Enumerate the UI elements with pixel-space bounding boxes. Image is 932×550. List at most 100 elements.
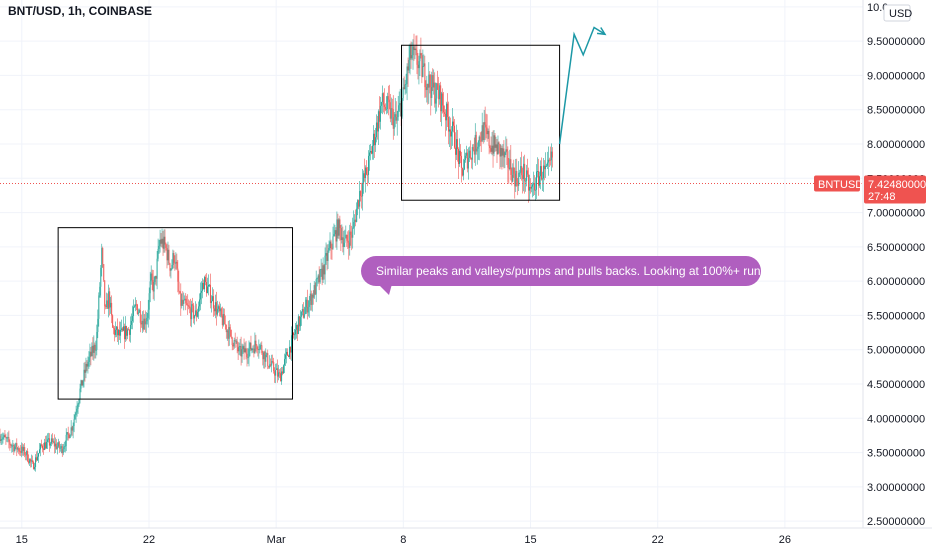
candle-body — [512, 167, 514, 182]
candle-body — [326, 253, 328, 261]
candle-body — [54, 443, 56, 447]
candle-body — [235, 340, 237, 342]
price-tag-symbol: BNTUSD — [818, 179, 863, 191]
time-axis[interactable]: 15 22 Mar 8 15 22 26 — [16, 534, 791, 546]
candle-body — [177, 268, 179, 282]
candle-body — [365, 167, 367, 178]
candle-body — [536, 171, 538, 190]
candle-body — [241, 349, 243, 357]
range-box-2[interactable] — [401, 44, 561, 201]
candle-body — [35, 457, 37, 467]
candle-body — [396, 117, 398, 121]
candle-body — [320, 268, 322, 270]
candle-body — [244, 348, 246, 353]
price-tick-label: 10.0 — [867, 2, 888, 14]
candle-body — [449, 129, 451, 132]
candle-body — [100, 267, 102, 287]
candle-body — [196, 310, 198, 317]
candle-body — [131, 316, 133, 321]
candle-body — [508, 167, 510, 169]
candle-body — [418, 61, 420, 69]
candle-body — [211, 296, 213, 302]
candle-body — [144, 318, 146, 325]
candle-body — [281, 371, 283, 382]
candle-body — [152, 279, 154, 292]
candle-body — [287, 351, 289, 356]
candle-body — [158, 245, 160, 249]
candle-body — [25, 454, 27, 456]
candle-body — [339, 219, 341, 229]
candle-body — [292, 332, 294, 335]
candle-body — [329, 241, 331, 248]
candle-body — [271, 361, 273, 366]
price-tick-label: 4.50000000 — [867, 379, 925, 391]
candle-body — [284, 358, 286, 366]
candle-body — [187, 305, 189, 306]
candle-body — [347, 240, 349, 243]
candle-body — [90, 351, 92, 356]
candle-body — [334, 230, 336, 235]
candle-body — [422, 66, 424, 77]
candle-body — [224, 324, 226, 326]
candle-body — [425, 87, 427, 91]
candle-body — [17, 448, 19, 450]
candle-body — [310, 293, 312, 305]
candle-body — [300, 311, 302, 317]
candle-body — [387, 96, 389, 100]
candle-body — [53, 441, 55, 447]
projection-arrow-line[interactable] — [558, 26, 606, 145]
candle-body — [16, 443, 18, 450]
candle-body — [172, 253, 174, 265]
candle-body — [402, 87, 404, 99]
candle-body — [110, 302, 112, 308]
candle-body — [308, 300, 310, 307]
candle-body — [274, 371, 276, 376]
candle-body — [360, 191, 362, 196]
candle-body — [439, 85, 441, 100]
candle-body — [294, 329, 296, 335]
currency-badge[interactable]: USD — [883, 4, 912, 22]
candle-body — [371, 151, 373, 154]
candle-body — [480, 140, 482, 142]
candle-body — [239, 346, 241, 347]
candle-body — [215, 302, 217, 315]
candle-body — [384, 106, 386, 110]
candle-body — [529, 187, 531, 191]
candle-body — [21, 446, 23, 453]
candle-body — [454, 125, 456, 148]
candle-body — [182, 299, 184, 304]
candle-body — [373, 133, 375, 146]
range-box-1[interactable] — [57, 227, 294, 400]
price-tick-label: 5.50000000 — [867, 310, 925, 322]
candle-body — [71, 427, 73, 431]
candle-body — [390, 108, 392, 119]
candle-body — [467, 157, 469, 169]
candle-body — [519, 172, 521, 174]
candle-body — [466, 152, 468, 169]
candle-body — [65, 434, 67, 447]
candle-body — [198, 306, 200, 312]
candle-body — [392, 109, 394, 129]
candle-body — [458, 150, 460, 165]
candle-body — [338, 219, 340, 236]
candle-body — [408, 59, 410, 71]
candle-body — [114, 328, 116, 335]
grid — [0, 0, 863, 528]
candle-body — [84, 369, 86, 373]
candle-body — [361, 195, 363, 197]
candle-body — [520, 166, 522, 173]
candle-body — [401, 98, 403, 117]
annotation-callout[interactable]: Similar peaks and valleys/pumps and pull… — [361, 256, 764, 295]
candle-body — [478, 136, 480, 147]
candle-body — [331, 248, 333, 250]
candle-body — [429, 74, 431, 88]
candle-body — [9, 441, 11, 445]
candle-body — [38, 453, 40, 457]
time-tick-label: 15 — [16, 534, 28, 546]
price-axis[interactable]: 10.0 9.50000000 9.00000000 8.50000000 8.0000… — [867, 2, 925, 528]
candle-body — [454, 147, 456, 155]
candle-body — [258, 349, 260, 351]
candle-body — [80, 380, 82, 389]
candle-body — [108, 291, 110, 309]
candle-body — [33, 462, 35, 470]
